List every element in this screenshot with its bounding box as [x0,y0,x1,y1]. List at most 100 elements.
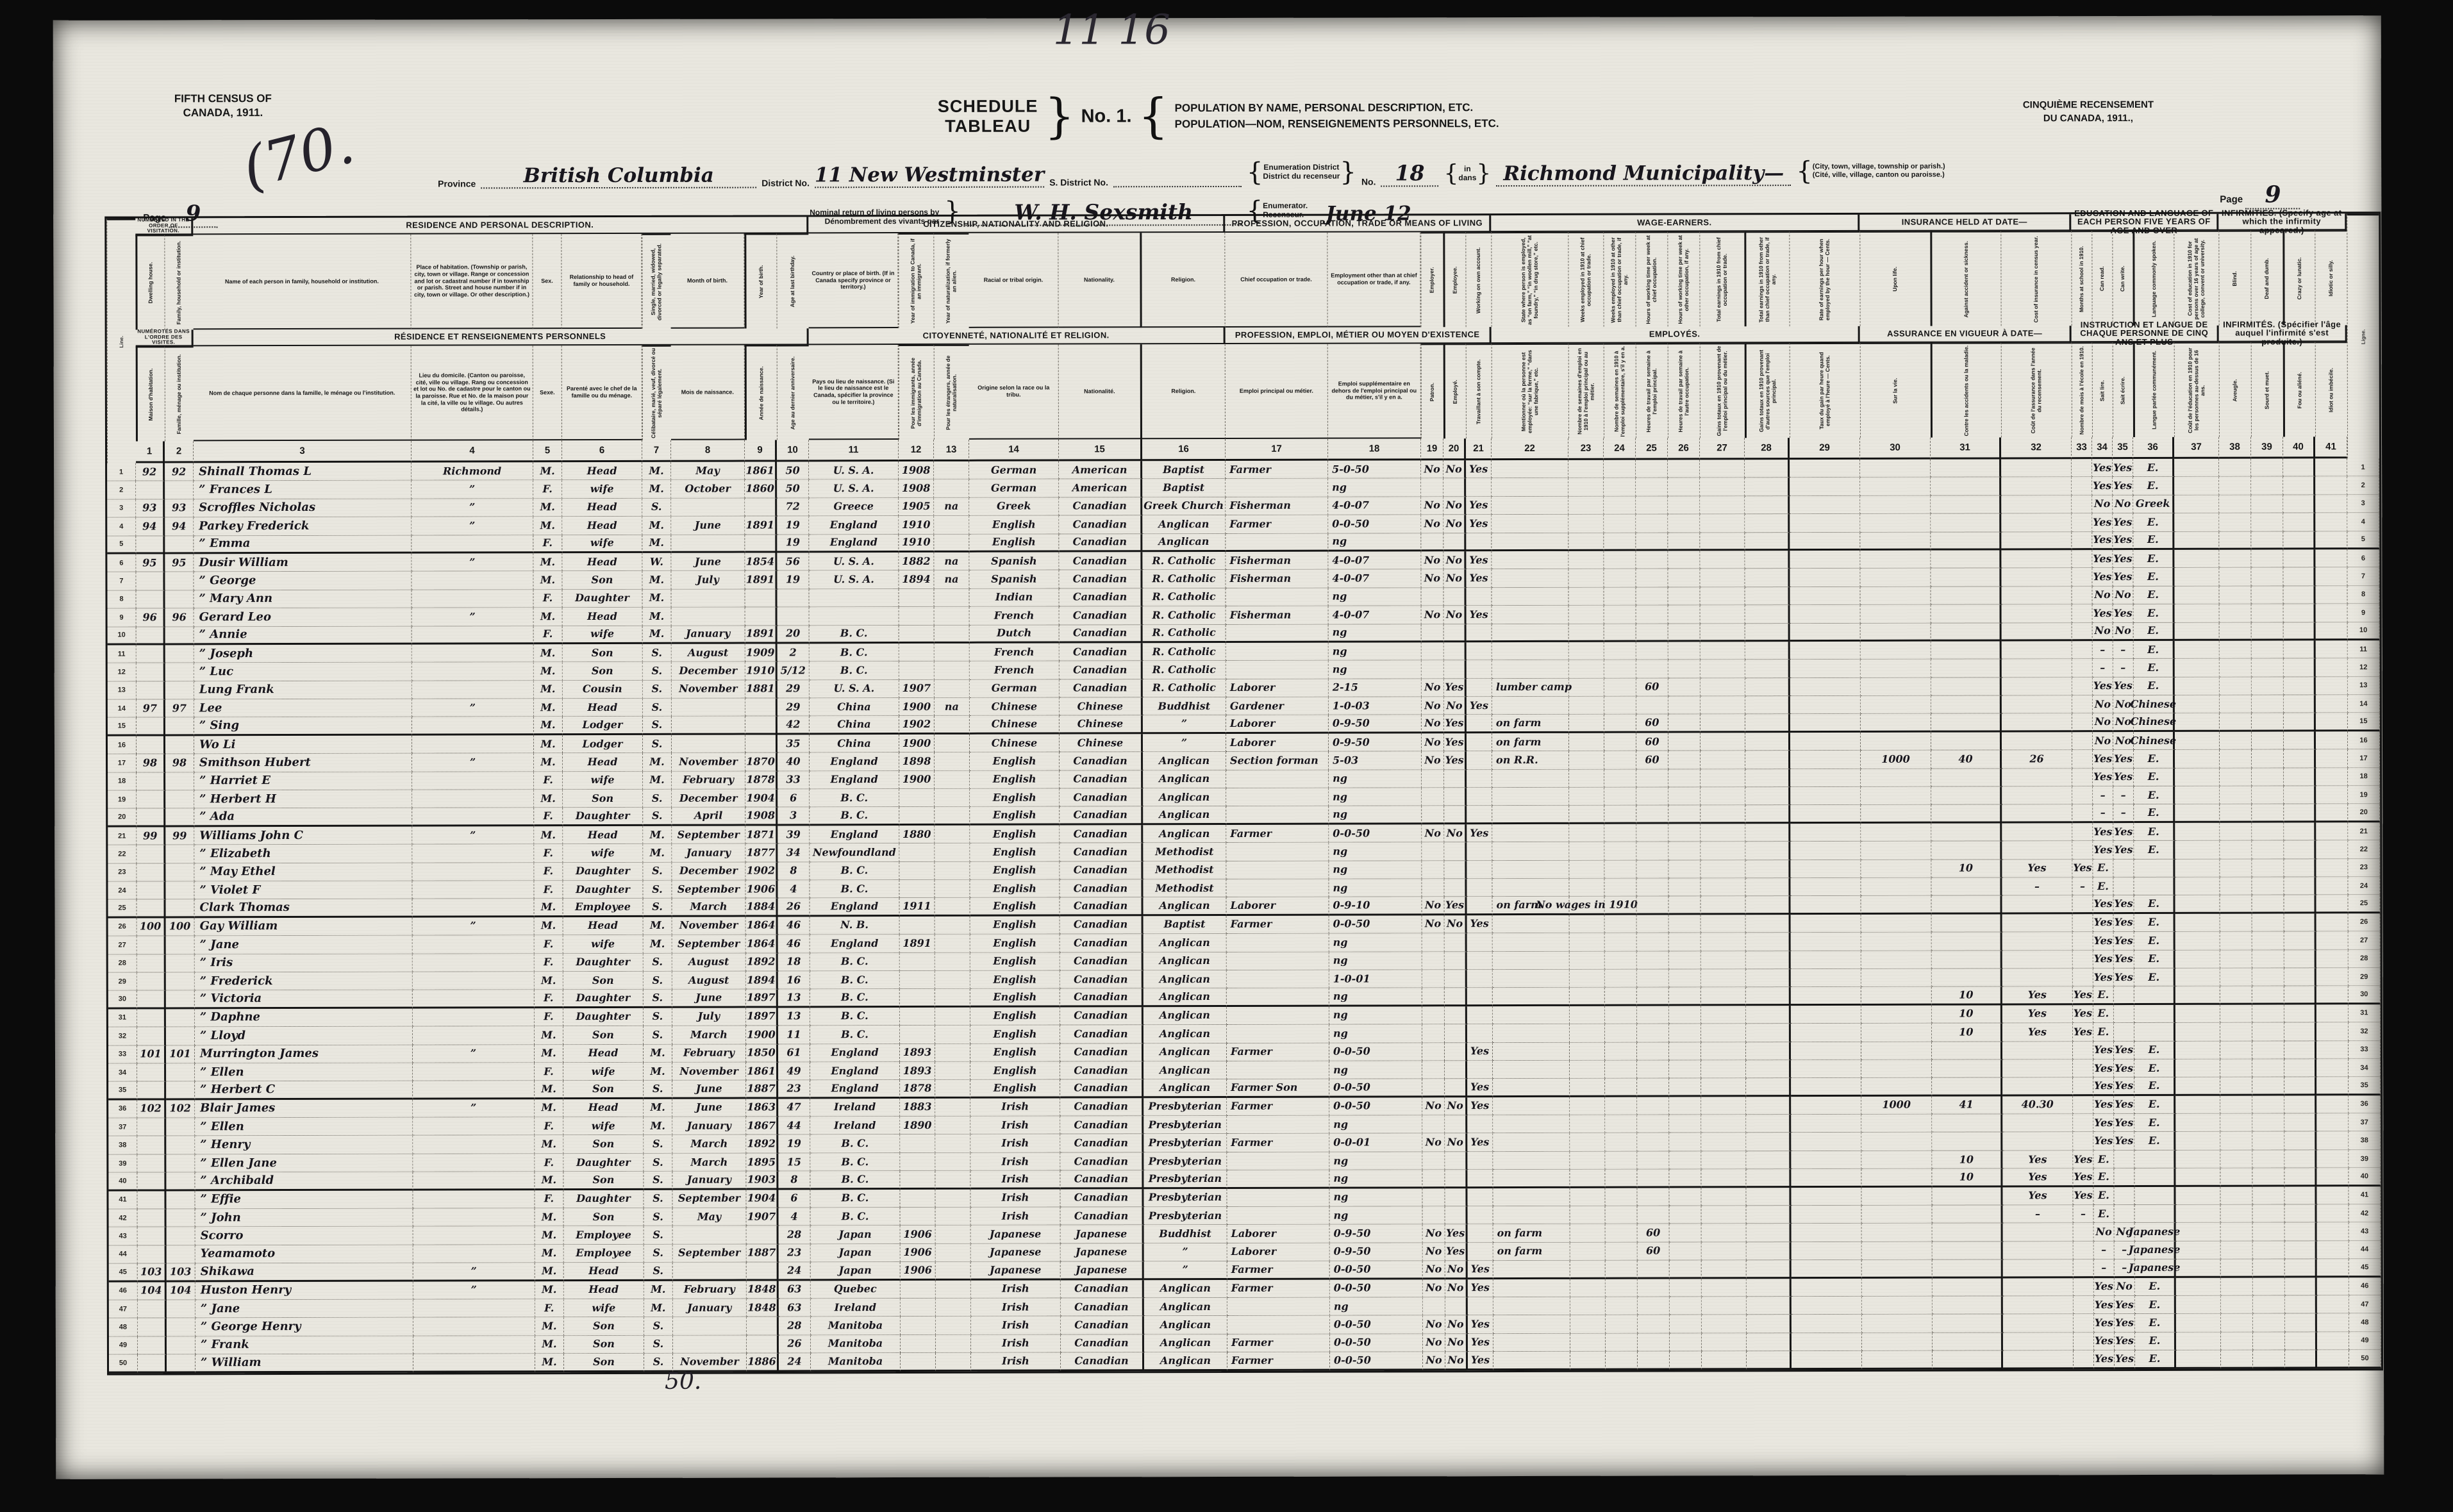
record-cell [745,589,777,608]
line-number-left: 31 [108,1009,137,1027]
record-cell: – [2113,640,2134,660]
record-cell: No [1445,1279,1468,1298]
record-cell [2316,1313,2349,1333]
record-cell [2316,1095,2349,1114]
record-cell: 92 [136,463,165,481]
column-header-en: Months at school in 1910. [2071,231,2092,326]
record-cell [2316,1277,2349,1296]
record-cell [1467,1224,1493,1243]
record-cell [1226,533,1329,552]
record-cell [1745,586,1790,606]
record-cell [1467,1188,1493,1207]
record-cell [2073,1277,2094,1297]
record-cell [935,970,970,990]
record-cell: 5/12 [777,661,810,681]
record-cell [1931,914,2002,933]
record-cell [1493,1206,1570,1225]
record-cell: Yes [1443,678,1467,697]
column-header-fr: Langue parlée communément. [2133,342,2174,438]
record-cell [1422,970,1445,988]
record-cell [1669,1315,1702,1334]
record-cell: E. [2134,750,2175,768]
record-cell [899,989,935,1008]
record-cell [165,790,195,809]
record-cell [1746,1224,1792,1243]
record-cell: 1887 [746,1080,779,1099]
record-cell [137,954,166,973]
record-cell [1745,768,1791,788]
record-cell [1422,788,1445,806]
record-cell [2002,1223,2074,1242]
record-cell: Yes [2093,768,2114,787]
record-cell: No [1421,606,1444,624]
record-cell: No [2092,495,2113,514]
line-number-right: 11 [2347,640,2380,659]
record-cell [1570,1060,1606,1079]
record-cell: S. [643,880,672,899]
record-cell [2175,1241,2221,1260]
record-cell [1668,714,1700,733]
record-cell: 4-0-07 [1328,497,1422,515]
record-cell: English [970,897,1060,917]
record-cell [2220,968,2252,987]
record-cell: 1850 [745,1043,779,1063]
record-cell: Canadian [1059,533,1143,552]
record-cell [1568,514,1604,533]
record-cell [1668,660,1700,679]
record-cell [2315,495,2348,513]
record-cell: 0-0-50 [1329,915,1422,934]
record-cell: F. [535,1153,564,1172]
record-cell: M. [534,972,563,990]
record-cell [165,736,195,754]
record-cell [2072,732,2093,751]
column-number: 23 [1568,438,1604,460]
record-cell [1701,1115,1747,1133]
record-cell [1604,660,1636,679]
record-cell [1569,1006,1605,1024]
record-cell: Anglican [1143,1025,1227,1043]
record-cell [412,881,535,900]
record-cell [2252,1022,2284,1042]
record-cell [1466,533,1492,552]
record-cell: M. [642,516,672,535]
record-cell: ” Luc [194,662,412,682]
record-cell [2001,641,2072,660]
record-cell: No [1421,460,1444,479]
record-cell [2219,513,2252,532]
column-header-fr: Nombre de semaines en 1910 à l'emploi su… [1603,343,1636,438]
record-cell [2174,549,2220,569]
record-cell: Irish [970,1334,1061,1353]
record-cell: M. [534,1026,563,1045]
record-cell: E. [2134,804,2175,823]
record-cell [900,1298,936,1317]
record-cell [2072,586,2093,605]
record-cell: ” [412,499,534,517]
column-header-en: State where person is employed, as “on f… [1491,231,1568,328]
column-header-fr: Travaillant à son compte. [1465,344,1492,439]
record-cell [1668,1024,1701,1043]
record-cell: M. [643,917,672,936]
record-cell: Murrington James [194,1045,413,1064]
record-cell [1568,624,1604,642]
record-cell [1746,1297,1792,1315]
record-cell [2072,968,2093,987]
record-cell [1570,1260,1606,1279]
record-cell: 101 [165,1045,195,1064]
line-number-left: 17 [108,754,137,773]
line-number-right: 2 [2347,476,2380,495]
record-cell [2001,695,2072,714]
record-cell [1790,987,1861,1006]
record-cell [1669,1060,1702,1079]
record-cell: Gardener [1226,697,1329,716]
record-cell: F. [534,844,563,863]
record-cell [1492,460,1569,479]
record-cell: ng [1329,806,1422,825]
column-header-fr: Contre les accidents ou la maladie. [1930,342,2001,438]
record-cell [1701,1060,1747,1079]
record-cell: 60 [1636,733,1669,751]
record-cell: Canadian [1060,843,1143,862]
record-cell [2134,1022,2175,1042]
record-cell [412,972,535,990]
record-cell [1467,879,1493,897]
line-number-left: 9 [107,608,137,627]
